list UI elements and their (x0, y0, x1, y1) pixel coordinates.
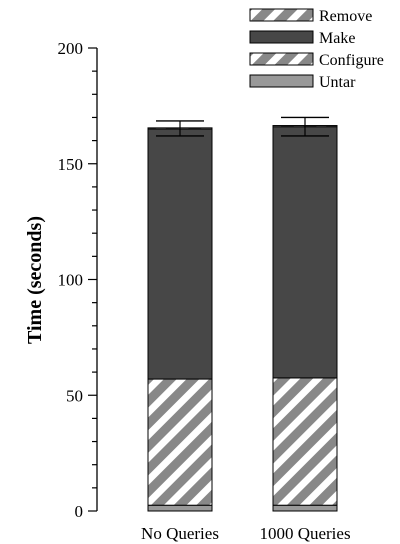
legend-swatch-untar (249, 74, 314, 88)
y-tick-label: 50 (66, 386, 83, 405)
legend-swatch-configure (249, 52, 314, 66)
y-tick-label: 150 (58, 155, 84, 174)
y-axis-title: Time (seconds) (24, 216, 46, 344)
plot-area: 0 50 100 150 200 No Queries 1000 Queries (58, 39, 351, 543)
legend-swatch-make (249, 30, 314, 44)
x-axis-tick-labels: No Queries 1000 Queries (141, 524, 351, 543)
bar-segment-configure (147, 378, 213, 506)
bar-segment-untar (147, 504, 213, 512)
y-tick-label: 200 (58, 39, 84, 58)
bar-segment-untar (272, 504, 338, 512)
y-tick-label: 100 (58, 271, 84, 290)
legend-label-make: Make (319, 30, 355, 47)
x-tick-label: No Queries (141, 524, 219, 543)
bars (147, 125, 338, 512)
legend-label-untar: Untar (319, 74, 356, 91)
legend-label-remove: Remove (319, 8, 372, 25)
legend-swatch-remove (249, 8, 314, 22)
y-tick-label: 0 (75, 502, 84, 521)
bar-segment-configure (272, 377, 338, 506)
bar-segment-make (147, 128, 213, 380)
x-tick-label: 1000 Queries (259, 524, 350, 543)
legend-label-configure: Configure (319, 52, 384, 69)
error-bars (156, 116, 329, 137)
y-axis-ticks: 0 50 100 150 200 (58, 39, 97, 521)
bar-segment-make (272, 126, 338, 379)
legend: Remove Make Configure Untar (249, 8, 384, 91)
